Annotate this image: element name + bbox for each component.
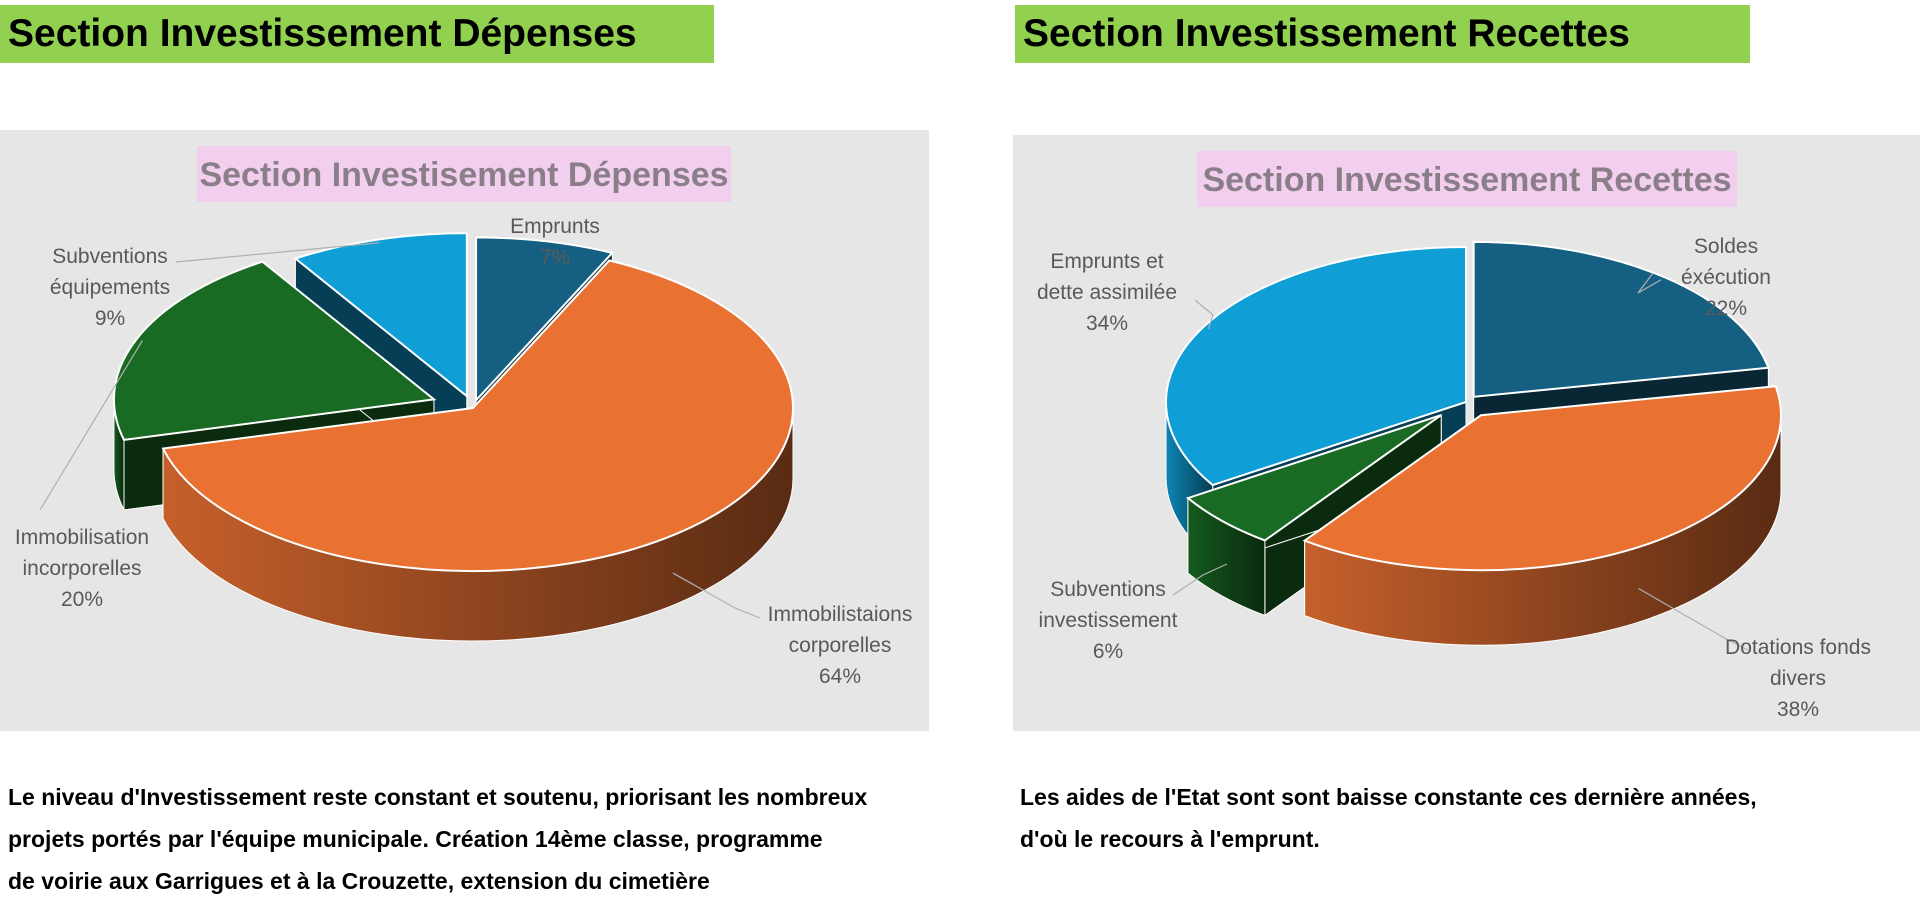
description-line: Le niveau d'Investissement reste constan… bbox=[8, 784, 868, 810]
section-header-depenses: Section Investissement Dépenses bbox=[0, 5, 714, 63]
svg-text:éxécution: éxécution bbox=[1681, 266, 1771, 289]
svg-text:7%: 7% bbox=[540, 246, 570, 269]
data-label-dotations-fonds-divers: Dotations fonds divers 38% bbox=[1638, 587, 1871, 721]
pie-chart-depenses: Section Investisement Dépenses Emprunts 7%… bbox=[0, 130, 929, 731]
chart-title-box bbox=[1197, 151, 1737, 207]
svg-text:Immobilistaions: Immobilistaions bbox=[768, 603, 913, 626]
svg-text:Dotations fonds: Dotations fonds bbox=[1725, 636, 1871, 659]
svg-text:Immobilisation: Immobilisation bbox=[15, 526, 149, 549]
svg-text:9%: 9% bbox=[95, 307, 125, 330]
pie-slice-immobilistaions-corporelles bbox=[161, 259, 794, 572]
data-label-soldes-execution: Soldes éxécution 22% bbox=[1637, 235, 1771, 320]
svg-text:34%: 34% bbox=[1086, 312, 1128, 335]
svg-text:investissement: investissement bbox=[1039, 609, 1178, 632]
data-label-immobilistaions-corporelles: Immobilistaions corporelles 64% bbox=[672, 572, 913, 688]
pie-chart-depenses-svg: Section Investisement Dépenses Emprunts 7%… bbox=[15, 146, 913, 688]
pie-slice-subventions-investissement bbox=[1185, 414, 1442, 542]
svg-text:38%: 38% bbox=[1777, 698, 1819, 721]
svg-text:corporelles: corporelles bbox=[789, 634, 892, 657]
chart-title: Section Investisement Dépenses bbox=[199, 156, 728, 194]
svg-text:Subventions: Subventions bbox=[1050, 578, 1166, 601]
pie-chart-recettes-svg: Section Investissement Recettes Soldes éxé… bbox=[1037, 151, 1871, 721]
pie-slice-subventions-equipements bbox=[293, 232, 468, 399]
pie-slice-emprunts-et-dette-assimilee bbox=[1165, 245, 1467, 487]
svg-text:divers: divers bbox=[1770, 667, 1826, 690]
pie-slice-soldes-execution bbox=[1472, 240, 1770, 398]
svg-text:Emprunts: Emprunts bbox=[510, 215, 600, 238]
svg-text:incorporelles: incorporelles bbox=[22, 557, 141, 580]
pie-slice-immobilisation-incorporelles bbox=[113, 260, 437, 441]
pie-slice-emprunts bbox=[475, 236, 615, 403]
svg-text:6%: 6% bbox=[1093, 640, 1123, 663]
svg-text:20%: 20% bbox=[61, 588, 103, 611]
description-line: d'où le recours à l'emprunt. bbox=[1020, 826, 1320, 852]
svg-text:64%: 64% bbox=[819, 665, 861, 688]
svg-text:équipements: équipements bbox=[50, 276, 170, 299]
description-depenses: Le niveau d'Investissement reste constan… bbox=[8, 776, 867, 902]
svg-text:Emprunts et: Emprunts et bbox=[1050, 250, 1163, 273]
data-label-subventions-investissement: Subventions investissement 6% bbox=[1039, 563, 1228, 663]
description-recettes: Les aides de l'Etat sont sont baisse con… bbox=[1020, 776, 1757, 860]
data-label-emprunts-et-dette-assimilee: Emprunts et dette assimilée 34% bbox=[1037, 250, 1214, 335]
description-line: projets portés par l'équipe municipale. … bbox=[8, 826, 823, 852]
description-line: de voirie aux Garrigues et à la Crouzett… bbox=[8, 868, 710, 894]
description-line: Les aides de l'Etat sont sont baisse con… bbox=[1020, 784, 1757, 810]
data-label-subventions-equipements: Subventions équipements 9% bbox=[50, 242, 380, 330]
svg-text:Subventions: Subventions bbox=[52, 245, 168, 268]
svg-text:Soldes: Soldes bbox=[1694, 235, 1758, 258]
svg-text:dette assimilée: dette assimilée bbox=[1037, 281, 1177, 304]
data-label-immobilisation-incorporelles: Immobilisation incorporelles 20% bbox=[15, 340, 149, 611]
data-label-emprunts: Emprunts 7% bbox=[510, 215, 600, 269]
section-header-recettes: Section Investissement Recettes bbox=[1015, 5, 1750, 63]
pie-slice-dotations-fonds-divers bbox=[1302, 385, 1783, 572]
chart-title-box bbox=[197, 146, 731, 202]
svg-text:22%: 22% bbox=[1705, 297, 1747, 320]
pie-chart-recettes: Section Investissement Recettes Soldes éxé… bbox=[1013, 135, 1920, 731]
chart-title: Section Investissement Recettes bbox=[1202, 161, 1731, 199]
